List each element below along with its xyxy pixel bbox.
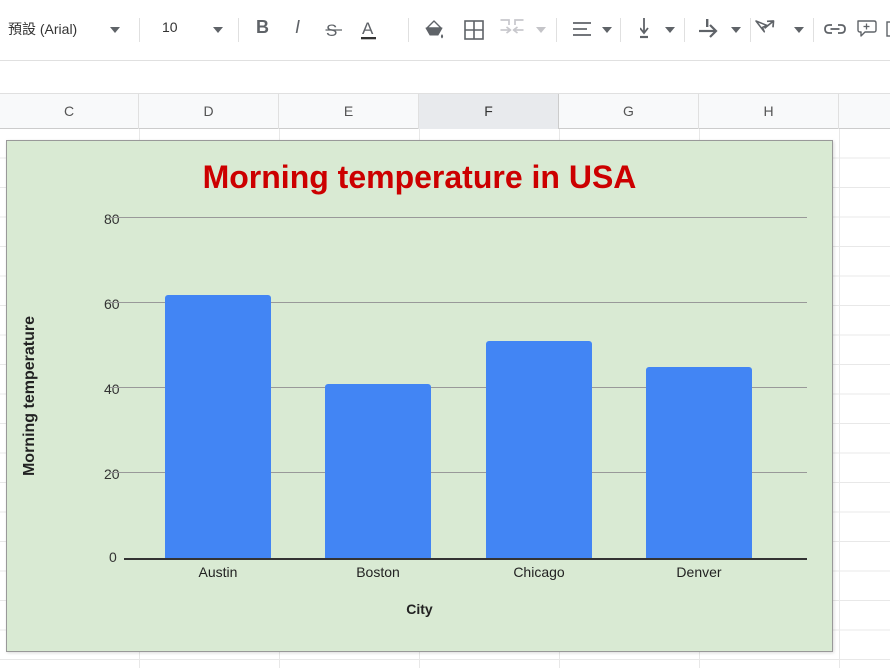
svg-text:A: A: [362, 19, 374, 38]
